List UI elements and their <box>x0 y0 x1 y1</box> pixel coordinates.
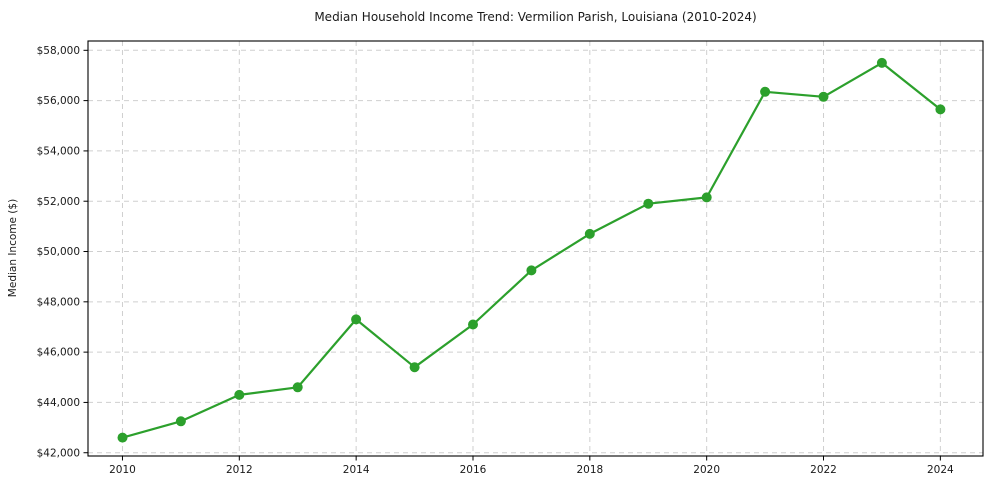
data-point-2024 <box>935 104 946 115</box>
x-tick-label: 2024 <box>927 464 954 476</box>
data-point-2013 <box>292 382 303 393</box>
plot-border <box>87 40 984 457</box>
y-tick-label: $46,000 <box>37 347 80 359</box>
y-tick-label: $44,000 <box>37 397 80 409</box>
x-tick-label: 2018 <box>576 464 603 476</box>
data-point-2023 <box>876 57 887 68</box>
data-point-2012 <box>234 389 245 400</box>
chart-title: Median Household Income Trend: Vermilion… <box>314 10 757 24</box>
x-tick-label: 2022 <box>810 464 837 476</box>
data-point-2018 <box>584 228 595 239</box>
x-tick-label: 2020 <box>693 464 720 476</box>
y-tick-label: $52,000 <box>37 196 80 208</box>
y-tick-label: $48,000 <box>37 296 80 308</box>
data-point-2019 <box>643 198 654 209</box>
data-point-2020 <box>701 192 712 203</box>
data-point-2011 <box>175 416 186 427</box>
data-point-2017 <box>526 265 537 276</box>
x-tick-label: 2012 <box>226 464 253 476</box>
y-tick-label: $50,000 <box>37 246 80 258</box>
y-tick-label: $42,000 <box>37 447 80 459</box>
x-tick-label: 2014 <box>343 464 370 476</box>
x-tick-label: 2016 <box>460 464 487 476</box>
data-point-2016 <box>468 319 478 330</box>
y-tick-label: $58,000 <box>37 45 80 57</box>
data-point-2015 <box>409 362 420 373</box>
data-point-2014 <box>351 314 362 325</box>
data-point-2022 <box>818 91 829 102</box>
y-axis-label: Median Income ($) <box>7 198 19 298</box>
data-point-2010 <box>117 432 128 443</box>
x-tick-label: 2010 <box>109 464 136 476</box>
y-tick-label: $54,000 <box>37 146 80 158</box>
y-tick-label: $56,000 <box>37 95 80 107</box>
data-point-2021 <box>760 86 771 97</box>
income-trend-line <box>121 61 942 439</box>
